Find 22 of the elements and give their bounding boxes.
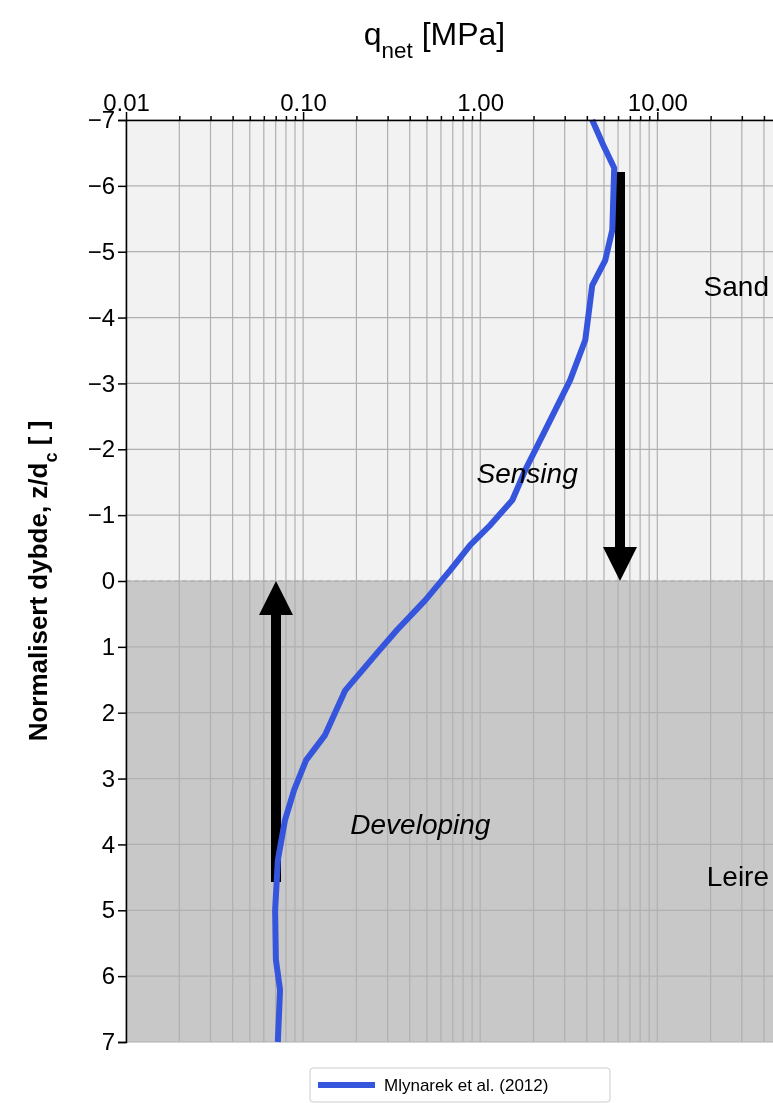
legend-label: Mlynarek et al. (2012) xyxy=(384,1076,549,1095)
y-tick-label: 3 xyxy=(101,764,115,792)
y-tick-label: −2 xyxy=(87,435,115,463)
band-label: Sand xyxy=(703,270,769,302)
y-tick-label: −5 xyxy=(87,237,115,265)
y-tick-label: 1 xyxy=(101,633,115,661)
y-tick-label: −4 xyxy=(87,303,115,331)
y-tick-label: 7 xyxy=(101,1028,115,1056)
y-tick-label: 2 xyxy=(101,698,115,726)
x-tick-label: 0.10 xyxy=(280,89,327,116)
y-tick-label: −1 xyxy=(87,501,115,529)
y-tick-label: 4 xyxy=(101,830,115,858)
x-axis-title: q$_{net}$ [MPa] xyxy=(363,16,506,63)
y-tick-label: −3 xyxy=(87,369,115,397)
y-tick-label: 0 xyxy=(101,567,115,595)
y-tick-label: −6 xyxy=(87,172,115,200)
band-label: Leire xyxy=(706,861,769,893)
x-tick-label: 10.00 xyxy=(627,89,688,116)
y-tick-label: 6 xyxy=(101,962,115,990)
x-tick-label: 1.00 xyxy=(457,89,505,116)
annotation: Developing xyxy=(350,808,491,840)
y-tick-label: 5 xyxy=(101,896,115,924)
